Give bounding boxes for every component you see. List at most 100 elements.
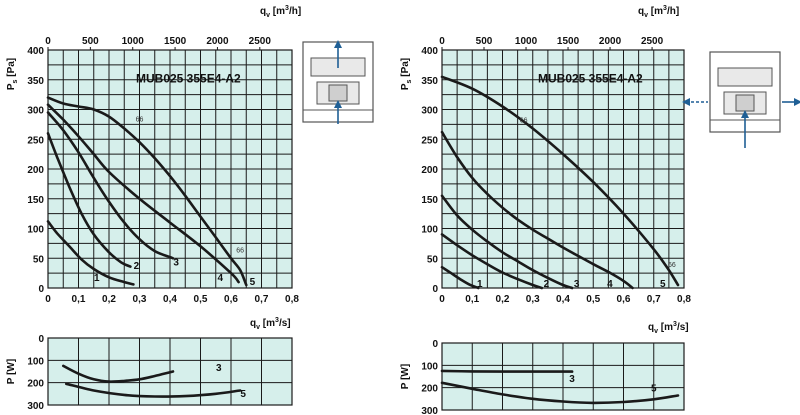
y-tick-label: 300 bbox=[421, 106, 438, 117]
x-tick-label: 0,8 bbox=[677, 294, 691, 305]
power-curve-speed-5 bbox=[440, 381, 680, 405]
top-tick-label: 1000 bbox=[515, 36, 538, 47]
y-axis-title: Ps [Pa] bbox=[6, 58, 19, 90]
top-tick-label: 1500 bbox=[164, 36, 187, 47]
x-tick-label: 0,5 bbox=[194, 294, 208, 305]
power-curve-speed-3 bbox=[440, 369, 574, 373]
top-tick-label: 1500 bbox=[557, 36, 580, 47]
y-tick-label: 250 bbox=[27, 135, 44, 146]
curve-label-4: 4 bbox=[218, 273, 224, 284]
y-tick-label: 50 bbox=[33, 254, 45, 265]
vertical-flow-icon bbox=[302, 40, 374, 124]
power-curve-label-5: 5 bbox=[240, 389, 246, 400]
x-tick-label: 0,3 bbox=[133, 294, 147, 305]
bottom-axis-title: qv [m3/s] bbox=[648, 321, 689, 335]
curve-speed-5 bbox=[46, 96, 248, 287]
y-axis-title: Ps [Pa] bbox=[400, 58, 413, 90]
top-axis-title: qv [m3/h] bbox=[260, 5, 301, 19]
curve-label-3: 3 bbox=[173, 257, 179, 268]
power-grid-lines bbox=[48, 338, 292, 405]
y-tick-label: 350 bbox=[27, 76, 44, 87]
top-tick-label: 1000 bbox=[122, 36, 145, 47]
power-y-tick-label: 200 bbox=[421, 384, 438, 395]
curve-speed-3 bbox=[440, 194, 574, 290]
top-tick-label: 2500 bbox=[641, 36, 664, 47]
top-tick-label: 500 bbox=[82, 36, 99, 47]
y-tick-label: 50 bbox=[427, 254, 439, 265]
y-tick-label: 0 bbox=[38, 284, 44, 295]
curve-speed-1 bbox=[440, 265, 480, 290]
x-tick-label: 0,1 bbox=[465, 294, 479, 305]
y-tick-label: 0 bbox=[432, 284, 438, 295]
curve-label-1: 1 bbox=[94, 273, 100, 284]
curve-label-2: 2 bbox=[134, 261, 140, 272]
x-tick-label: 0,2 bbox=[102, 294, 116, 305]
power-y-tick-label: 100 bbox=[421, 361, 438, 372]
left-outlet-arrowhead bbox=[682, 98, 690, 106]
y-tick-label: 100 bbox=[27, 225, 44, 236]
x-tick-label: 0,7 bbox=[255, 294, 269, 305]
x-tick-label: 0,4 bbox=[163, 294, 177, 305]
x-tick-label: 0 bbox=[45, 294, 51, 305]
x-tick-label: 0,3 bbox=[526, 294, 540, 305]
power-curve-speed-5 bbox=[65, 382, 242, 398]
top-tick-label: 2000 bbox=[599, 36, 622, 47]
y-tick-label: 150 bbox=[421, 195, 438, 206]
curve-speed-4 bbox=[440, 130, 634, 290]
speed-marker: 66 bbox=[136, 116, 144, 123]
right-chart-group: 0 0,1 0,2 0,3 0,4 0,5 0,6 0,7 0,80 500 1000 1500 200… bbox=[400, 5, 800, 415]
y-tick-label: 400 bbox=[421, 46, 438, 57]
ps-curves bbox=[46, 96, 248, 287]
x-tick-label: 0,5 bbox=[586, 294, 600, 305]
y-tick-label: 100 bbox=[421, 225, 438, 236]
curve-label-5: 5 bbox=[250, 277, 256, 288]
power-curve-label-3: 3 bbox=[216, 363, 222, 374]
curve-speed-5 bbox=[440, 75, 680, 287]
y-tick-label: 350 bbox=[421, 76, 438, 87]
power-y-tick-label: 300 bbox=[421, 406, 438, 415]
ps-curves bbox=[440, 75, 680, 290]
icon-top-chamber bbox=[717, 67, 773, 87]
top-tick-label: 2500 bbox=[249, 36, 272, 47]
speed-marker: 66 bbox=[520, 118, 528, 125]
grid-lines bbox=[442, 50, 684, 288]
top-axis-title: qv [m3/h] bbox=[638, 5, 679, 19]
power-y-axis-title: P [W] bbox=[400, 364, 411, 389]
power-y-axis-title: P [W] bbox=[6, 359, 17, 384]
y-tick-label: 200 bbox=[421, 165, 438, 176]
curve-label-4: 4 bbox=[607, 279, 613, 290]
power-curve-label-3: 3 bbox=[569, 374, 575, 385]
x-tick-label: 0,6 bbox=[617, 294, 631, 305]
chart-model-title: MUB025 355E4-A2 bbox=[136, 72, 241, 86]
top-tick-label: 2000 bbox=[206, 36, 229, 47]
right-outlet-arrowhead bbox=[794, 98, 800, 106]
x-tick-label: 0,1 bbox=[72, 294, 86, 305]
left-chart-group: 0 0,1 0,2 0,3 0,4 0,5 0,6 0,7 0,80 500 1000 1500 200… bbox=[6, 5, 374, 412]
power-curve-speed-3 bbox=[62, 364, 175, 383]
top-tick-label: 0 bbox=[45, 36, 51, 47]
x-tick-label: 0,7 bbox=[647, 294, 661, 305]
x-tick-label: 0,8 bbox=[285, 294, 299, 305]
y-tick-label: 200 bbox=[27, 165, 44, 176]
power-y-tick-label: 0 bbox=[432, 339, 438, 350]
icon-motor bbox=[735, 94, 755, 112]
top-tick-label: 0 bbox=[439, 36, 445, 47]
power-y-tick-label: 300 bbox=[27, 401, 44, 412]
chart-model-title: MUB025 355E4-A2 bbox=[538, 72, 643, 86]
power-y-tick-label: 200 bbox=[27, 379, 44, 390]
power-curve-label-5: 5 bbox=[651, 384, 657, 395]
curve-speed-1 bbox=[46, 220, 135, 286]
x-tick-label: 0 bbox=[439, 294, 445, 305]
icon-motor bbox=[328, 84, 348, 102]
outlet-arrowhead bbox=[334, 40, 342, 48]
y-tick-label: 250 bbox=[421, 135, 438, 146]
inlet-arrowhead bbox=[334, 100, 342, 108]
grid-lines bbox=[48, 50, 292, 288]
top-tick-label: 500 bbox=[476, 36, 493, 47]
speed-marker: 66 bbox=[236, 247, 244, 254]
y-tick-label: 300 bbox=[27, 106, 44, 117]
curve-label-1: 1 bbox=[477, 279, 483, 290]
side-flow-icon bbox=[682, 51, 800, 148]
